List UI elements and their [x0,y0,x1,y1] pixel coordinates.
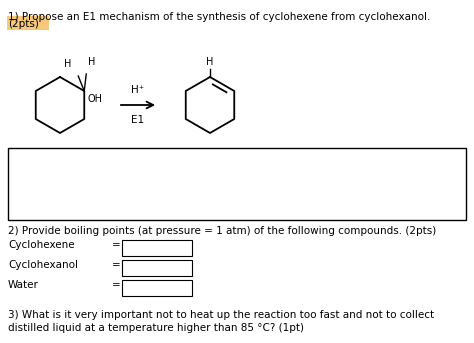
Text: =: = [112,260,121,270]
Text: Cyclohexanol: Cyclohexanol [8,260,78,270]
Text: H⁺: H⁺ [131,85,145,95]
Text: 2) Provide boiling points (at pressure = 1 atm) of the following compounds. (2pt: 2) Provide boiling points (at pressure =… [8,226,436,236]
Text: E1: E1 [131,115,145,125]
Text: (2pts): (2pts) [8,19,39,29]
Text: 3) What is it very important not to heat up the reaction too fast and not to col: 3) What is it very important not to heat… [8,310,434,320]
Text: 1) Propose an E1 mechanism of the synthesis of cyclohexene from cyclohexanol.: 1) Propose an E1 mechanism of the synthe… [8,12,430,22]
Text: H: H [206,57,214,67]
Text: OH: OH [87,94,102,104]
FancyBboxPatch shape [7,16,49,30]
Bar [122,240,192,256]
Text: =: = [112,280,121,290]
Bar [122,260,192,276]
Text: Water: Water [8,280,39,290]
Text: =: = [112,240,121,250]
Text: distilled liquid at a temperature higher than 85 °C? (1pt): distilled liquid at a temperature higher… [8,323,304,333]
Text: H: H [88,57,96,67]
Bar [122,280,192,296]
Text: H: H [64,59,71,69]
Text: Cyclohexene: Cyclohexene [8,240,74,250]
Bar [8,148,466,220]
